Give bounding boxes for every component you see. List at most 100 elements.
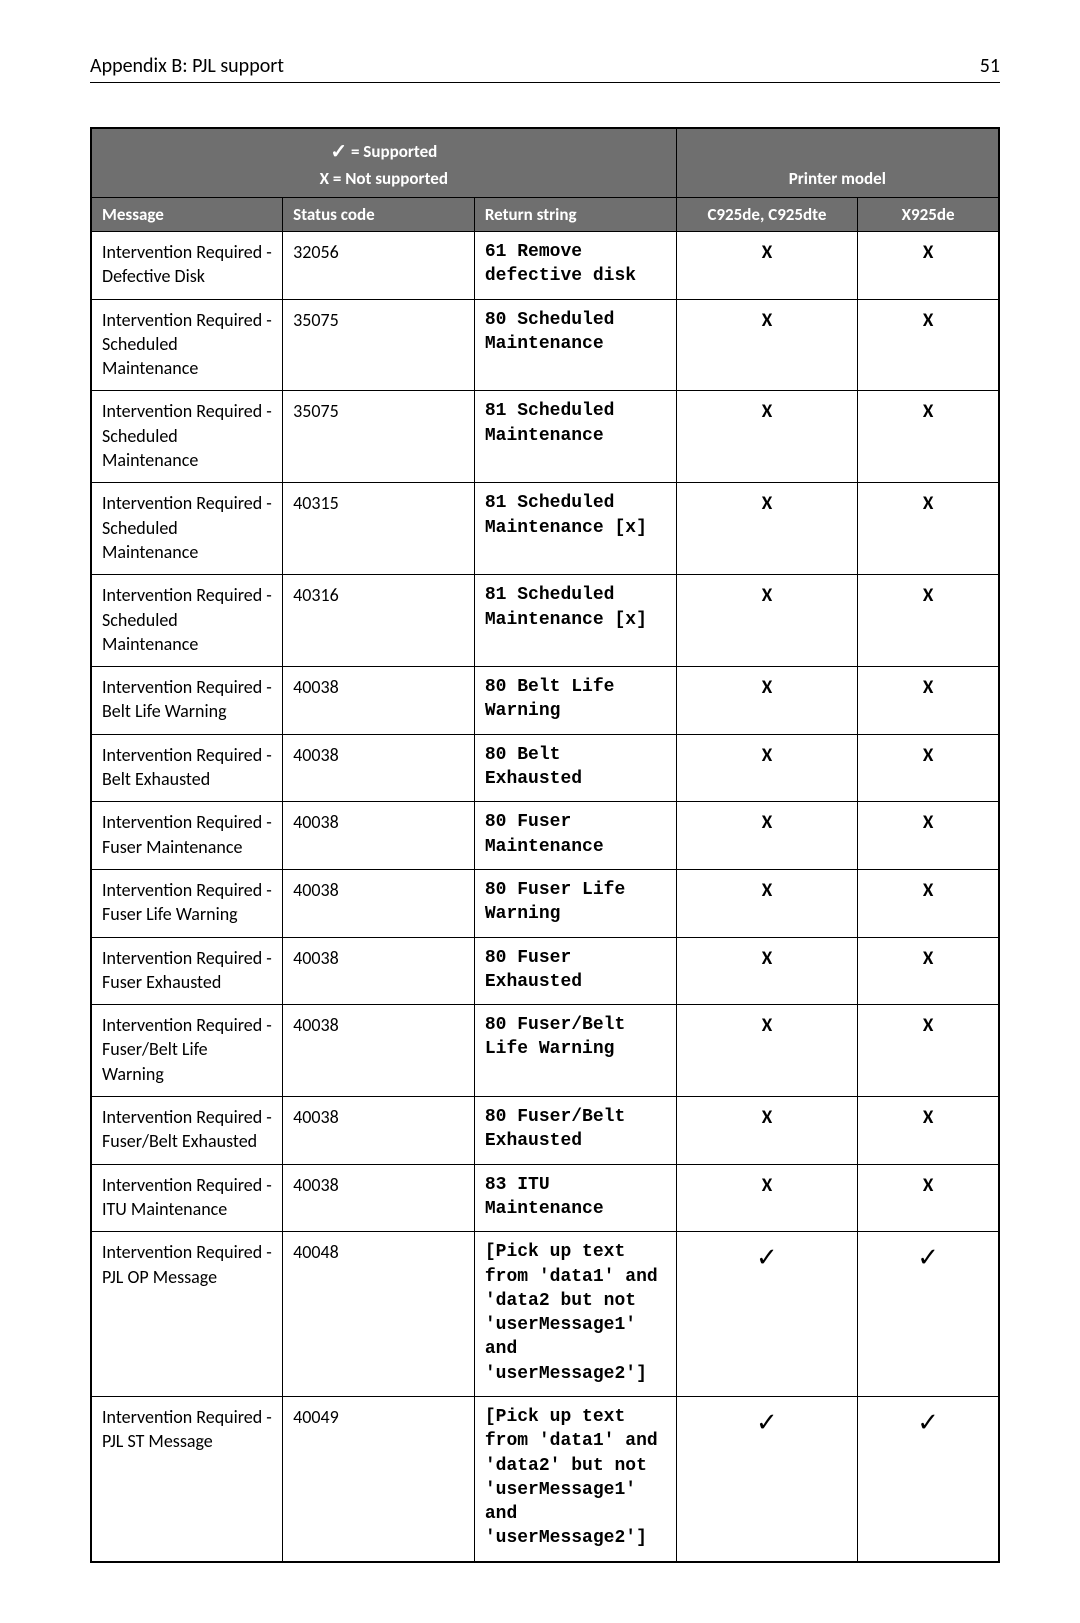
col-status: Status code [283,198,475,232]
cell-status: 40038 [283,1164,475,1232]
x-mark: X [676,937,858,1005]
x-mark: X [858,575,999,667]
x-mark: X [676,1164,858,1232]
x-mark: X [676,299,858,391]
not-supported-label: X = Not supported [102,168,666,189]
x-mark: X [858,299,999,391]
column-header-row: Message Status code Return string C925de… [91,198,999,232]
x-mark: X [858,1164,999,1232]
x-mark: X [858,391,999,483]
supported-label: = Supported [351,141,437,162]
cell-status: 40038 [283,667,475,735]
cell-status: 40048 [283,1232,475,1397]
cell-status: 40038 [283,869,475,937]
pjl-support-table: ✓ = Supported X = Not supported Printer … [90,127,1000,1563]
cell-message: Intervention Required - Defective Disk [91,232,283,300]
cell-message: Intervention Required - Fuser Exhausted [91,937,283,1005]
x-mark: X [858,937,999,1005]
cell-message: Intervention Required - ITU Maintenance [91,1164,283,1232]
cell-return: [Pick up text from 'data1' and 'data2' b… [474,1396,676,1561]
cell-status: 32056 [283,232,475,300]
x-mark: X [858,734,999,802]
x-mark: X [676,483,858,575]
x-mark: X [676,575,858,667]
x-mark: X [676,391,858,483]
cell-message: Intervention Required - Belt Exhausted [91,734,283,802]
cell-status: 35075 [283,391,475,483]
x-mark: X [676,667,858,735]
cell-return: 81 Scheduled Maintenance [x] [474,483,676,575]
legend-cell: ✓ = Supported X = Not supported [91,128,676,198]
x-mark: X [858,802,999,870]
cell-status: 40315 [283,483,475,575]
x-mark: X [676,802,858,870]
cell-message: Intervention Required - PJL ST Message [91,1396,283,1561]
cell-return: 80 Fuser Exhausted [474,937,676,1005]
x-mark: X [676,1097,858,1165]
table-row: Intervention Required - Fuser Maintenanc… [91,802,999,870]
table-row: Intervention Required - Fuser/Belt Exhau… [91,1097,999,1165]
cell-return: 61 Remove defective disk [474,232,676,300]
cell-return: 80 Belt Life Warning [474,667,676,735]
header-left: Appendix B: PJL support [90,54,284,78]
cell-message: Intervention Required - Fuser/Belt Life … [91,1005,283,1097]
table-row: Intervention Required - Defective Disk32… [91,232,999,300]
table-body: Intervention Required - Defective Disk32… [91,232,999,1562]
cell-message: Intervention Required - Fuser/Belt Exhau… [91,1097,283,1165]
cell-return: 80 Scheduled Maintenance [474,299,676,391]
cell-return: 83 ITU Maintenance [474,1164,676,1232]
running-header: Appendix B: PJL support 51 [90,54,1000,83]
check-icon: ✓ [676,1396,858,1561]
cell-return: 80 Fuser Maintenance [474,802,676,870]
col-model2: X925de [858,198,999,232]
table-row: Intervention Required - Fuser/Belt Life … [91,1005,999,1097]
table-row: Intervention Required - Scheduled Mainte… [91,391,999,483]
x-mark: X [858,1097,999,1165]
x-mark: X [858,1005,999,1097]
cell-status: 40038 [283,937,475,1005]
cell-message: Intervention Required - Fuser Maintenanc… [91,802,283,870]
cell-status: 40049 [283,1396,475,1561]
check-icon: ✓ [858,1232,999,1397]
check-icon: ✓ [330,140,347,164]
cell-message: Intervention Required - Belt Life Warnin… [91,667,283,735]
x-mark: X [858,483,999,575]
x-mark: X [858,667,999,735]
cell-status: 40316 [283,575,475,667]
cell-return: 81 Scheduled Maintenance [474,391,676,483]
table-row: Intervention Required - Fuser Life Warni… [91,869,999,937]
x-mark: X [676,232,858,300]
cell-message: Intervention Required - Fuser Life Warni… [91,869,283,937]
x-mark: X [858,232,999,300]
cell-status: 40038 [283,802,475,870]
check-icon: ✓ [858,1396,999,1561]
col-message: Message [91,198,283,232]
table-row: Intervention Required - ITU Maintenance4… [91,1164,999,1232]
table-row: Intervention Required - Scheduled Mainte… [91,299,999,391]
cell-return: 80 Belt Exhausted [474,734,676,802]
cell-status: 40038 [283,734,475,802]
cell-return: 81 Scheduled Maintenance [x] [474,575,676,667]
cell-message: Intervention Required - PJL OP Message [91,1232,283,1397]
table-row: Intervention Required - PJL OP Message40… [91,1232,999,1397]
x-mark: X [858,869,999,937]
cell-return: 80 Fuser/Belt Exhausted [474,1097,676,1165]
table-row: Intervention Required - Fuser Exhausted4… [91,937,999,1005]
cell-message: Intervention Required - Scheduled Mainte… [91,391,283,483]
table-row: Intervention Required - Scheduled Mainte… [91,575,999,667]
x-mark: X [676,734,858,802]
x-mark: X [676,869,858,937]
table-row: Intervention Required - PJL ST Message40… [91,1396,999,1561]
page: Appendix B: PJL support 51 ✓ = Supported… [0,0,1080,1623]
cell-message: Intervention Required - Scheduled Mainte… [91,575,283,667]
cell-status: 35075 [283,299,475,391]
cell-status: 40038 [283,1097,475,1165]
table-row: Intervention Required - Scheduled Mainte… [91,483,999,575]
cell-status: 40038 [283,1005,475,1097]
cell-message: Intervention Required - Scheduled Mainte… [91,299,283,391]
page-number: 51 [980,54,1000,78]
table-row: Intervention Required - Belt Exhausted40… [91,734,999,802]
x-mark: X [676,1005,858,1097]
check-icon: ✓ [676,1232,858,1397]
printer-model-heading: Printer model [676,128,999,198]
